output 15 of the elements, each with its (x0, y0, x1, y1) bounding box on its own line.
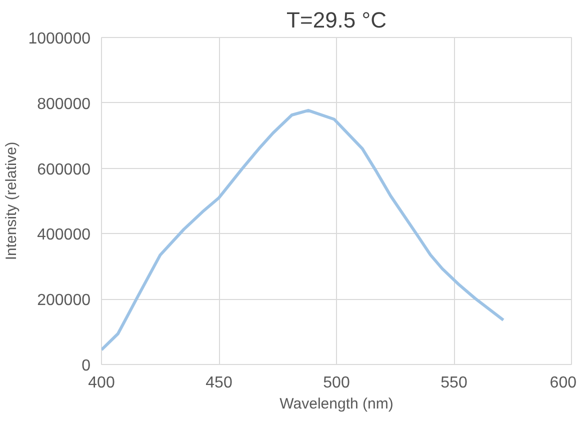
y-tick-label: 0 (82, 358, 91, 374)
x-tick-label: 450 (206, 374, 232, 392)
y-tick-label: 800000 (37, 96, 91, 113)
chart-title: T=29.5 °C (286, 8, 387, 32)
x-axis-title: Wavelength (nm) (280, 396, 394, 412)
x-tick-label: 600 (550, 374, 577, 392)
x-tick-label: 550 (440, 374, 468, 392)
y-tick-label: 1000000 (28, 30, 91, 48)
y-tick-label: 400000 (37, 226, 91, 244)
y-axis-title: Intensity (relative) (3, 142, 20, 260)
y-tick-label: 600000 (37, 161, 91, 178)
y-tick-label: 200000 (37, 292, 91, 310)
x-tick-label: 500 (323, 374, 350, 392)
line-series (102, 108, 505, 352)
x-tick-label: 400 (88, 374, 115, 392)
